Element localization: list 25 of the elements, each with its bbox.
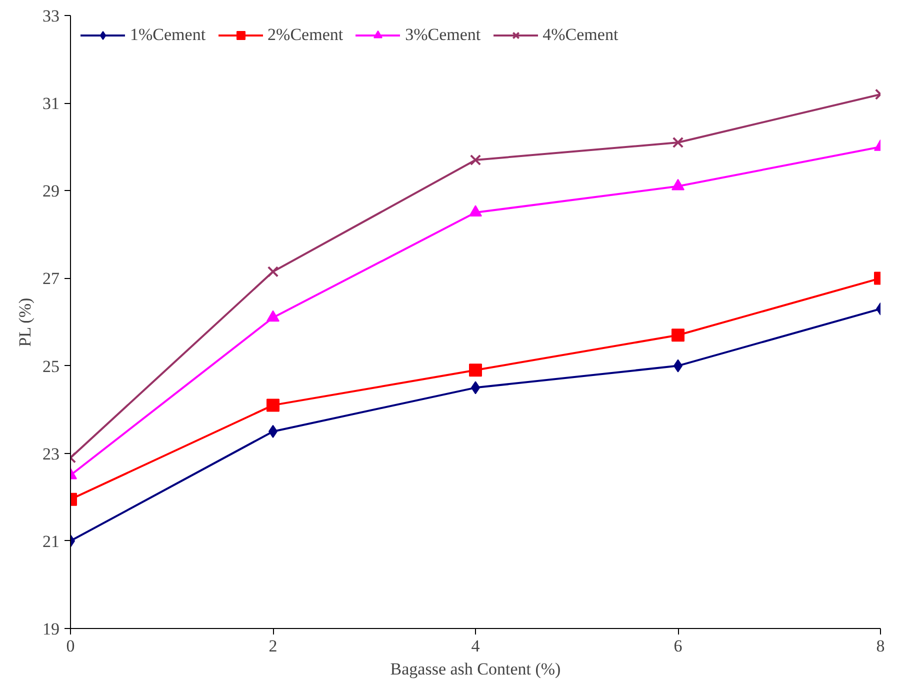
x-axis-title: Bagasse ash Content (%) [390,660,561,678]
point [672,136,684,148]
legend-label: 2%Cement [268,25,344,45]
y-tick-label: 31 [42,94,60,114]
x-tick-label: 8 [876,636,885,656]
y-tick-label: 19 [42,620,60,638]
point [672,328,684,342]
y-tick-label: 27 [42,269,60,288]
x-tick-label: 4 [471,636,480,656]
legend-label: 3%Cement [405,25,481,45]
y-axis-title: PL (%) [16,298,34,347]
legend-label: 1%Cement [130,25,206,45]
legend-label: 4%Cement [542,25,618,45]
point [470,154,482,166]
y-tick-label: 21 [42,532,60,551]
point [266,398,280,412]
y-tick-label: 29 [42,182,60,201]
y-tick-label: 23 [42,444,60,464]
point [267,266,279,278]
x-tick-label: 2 [268,636,278,656]
y-tick-label: 33 [42,6,60,26]
x-tick-label: 6 [674,636,682,656]
y-tick-label: 25 [42,356,60,376]
point [469,364,482,377]
x-tick-label: 0 [66,636,75,656]
